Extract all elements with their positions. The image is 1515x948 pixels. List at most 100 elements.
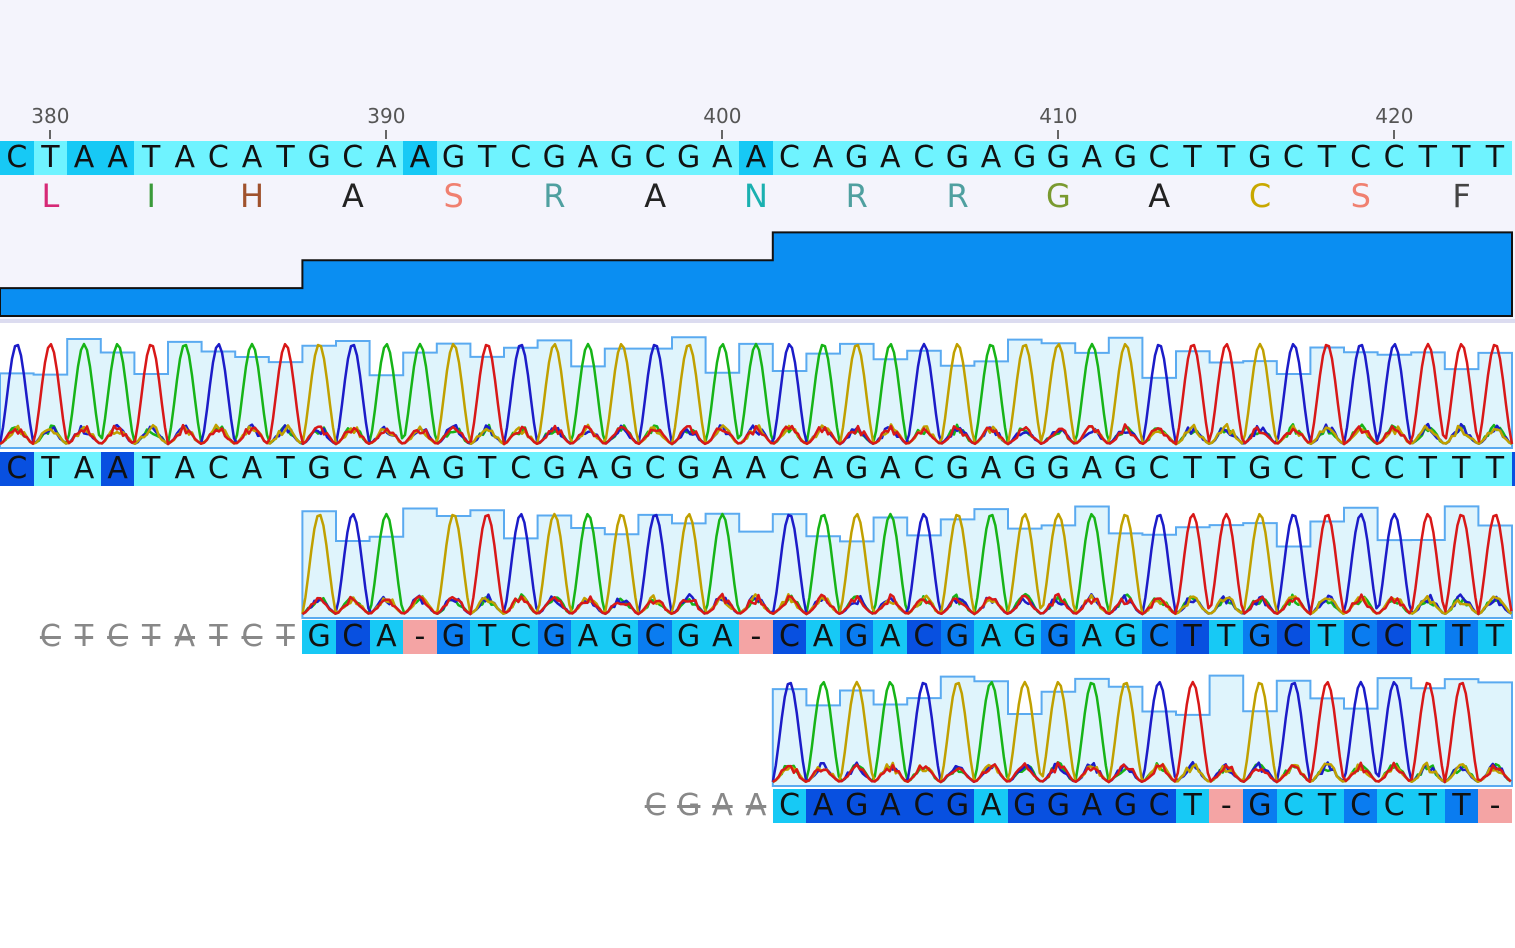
read-base[interactable]: T	[1209, 620, 1243, 654]
read-base[interactable]: A	[806, 620, 840, 654]
read-base[interactable]: G	[537, 620, 572, 654]
panel-divider[interactable]	[0, 319, 1515, 323]
trimmed-base[interactable]: T	[74, 619, 94, 654]
read-base[interactable]: T	[1411, 789, 1445, 823]
read-base[interactable]: C	[1377, 620, 1411, 654]
read-base[interactable]: G	[436, 620, 471, 654]
read-base[interactable]: A	[1075, 620, 1109, 654]
read-base[interactable]: A	[739, 452, 773, 486]
read-base[interactable]: G	[302, 620, 336, 654]
read-base[interactable]: C	[907, 620, 941, 654]
read-base[interactable]: T	[1444, 620, 1479, 654]
read-base[interactable]: A	[571, 452, 605, 486]
read-base[interactable]: G	[1041, 452, 1075, 486]
read-base[interactable]: T	[1444, 789, 1479, 823]
consensus-base[interactable]: C	[201, 141, 236, 175]
consensus-base[interactable]: C	[907, 141, 941, 175]
read-base[interactable]: G	[537, 452, 572, 486]
trimmed-base[interactable]: T	[209, 619, 228, 654]
read-base[interactable]: A	[974, 789, 1008, 823]
read-base[interactable]: C	[907, 452, 941, 486]
consensus-base[interactable]: C	[1142, 141, 1176, 175]
consensus-base[interactable]: A	[571, 141, 605, 175]
read-base[interactable]: A	[873, 452, 908, 486]
read-base[interactable]: C	[503, 620, 538, 654]
read-base[interactable]: C	[772, 620, 807, 654]
read-base[interactable]: G	[1108, 620, 1143, 654]
consensus-base[interactable]: G	[537, 141, 572, 175]
consensus-base[interactable]: C	[1377, 141, 1411, 175]
consensus-base[interactable]: T	[1478, 141, 1512, 175]
read-base[interactable]: A	[974, 620, 1008, 654]
read-base[interactable]: T	[470, 620, 504, 654]
read-base[interactable]: A	[67, 452, 101, 486]
read-base[interactable]: G	[1007, 789, 1042, 823]
read-base[interactable]: A	[403, 452, 437, 486]
consensus-base[interactable]: T	[268, 141, 303, 175]
consensus-base[interactable]: A	[403, 141, 437, 175]
read-base[interactable]: C	[1343, 452, 1378, 486]
consensus-base[interactable]: C	[1276, 141, 1311, 175]
consensus-base[interactable]: T	[470, 141, 504, 175]
read-base[interactable]: A	[235, 452, 269, 486]
consensus-base[interactable]: G	[839, 141, 874, 175]
read-base[interactable]: G	[839, 452, 874, 486]
consensus-base[interactable]: G	[1242, 141, 1277, 175]
consensus-base[interactable]: A	[873, 141, 908, 175]
read-base[interactable]: G	[940, 452, 975, 486]
read-base[interactable]: C	[1142, 789, 1176, 823]
trimmed-base[interactable]: T	[276, 619, 295, 654]
read-base[interactable]: C	[1276, 452, 1311, 486]
read-base[interactable]: G	[1242, 620, 1277, 654]
read-base[interactable]: T	[33, 452, 68, 486]
read-base[interactable]: G	[1108, 452, 1143, 486]
read-base[interactable]: T	[1310, 789, 1344, 823]
gap-base[interactable]: -	[403, 620, 437, 654]
read-base[interactable]: C	[335, 620, 370, 654]
read-base[interactable]: A	[167, 452, 202, 486]
trimmed-base[interactable]: C	[107, 619, 129, 654]
consensus-base[interactable]: G	[1108, 141, 1143, 175]
read-base[interactable]: C	[638, 452, 672, 486]
consensus-base[interactable]: T	[1175, 141, 1210, 175]
read-base[interactable]: G	[671, 452, 706, 486]
trimmed-base[interactable]: A	[745, 788, 767, 823]
read-base[interactable]: C	[1142, 452, 1176, 486]
read-base[interactable]: A	[806, 452, 840, 486]
read-base[interactable]: G	[1242, 452, 1277, 486]
read-base[interactable]: G	[1007, 452, 1042, 486]
trimmed-base[interactable]: G	[677, 788, 701, 823]
read-base[interactable]: A	[1075, 452, 1109, 486]
read-base[interactable]: C	[638, 620, 672, 654]
read-base[interactable]: G	[1243, 789, 1277, 823]
read-base[interactable]: C	[772, 452, 807, 486]
read-base[interactable]: C	[1142, 620, 1176, 654]
read-base[interactable]: T	[1410, 620, 1445, 654]
read-base[interactable]: G	[604, 620, 639, 654]
read-base[interactable]: A	[369, 620, 404, 654]
consensus-base[interactable]: T	[134, 141, 168, 175]
consensus-base[interactable]: A	[167, 141, 202, 175]
read-base[interactable]: C	[1276, 789, 1311, 823]
consensus-base[interactable]: A	[100, 141, 135, 175]
consensus-base[interactable]: G	[302, 141, 336, 175]
trimmed-base[interactable]: C	[39, 619, 61, 654]
read-base[interactable]: C	[1377, 789, 1412, 823]
consensus-base[interactable]: T	[1209, 141, 1243, 175]
read-base[interactable]: T	[1175, 789, 1210, 823]
read-base[interactable]: C	[1276, 620, 1311, 654]
read-base[interactable]: A	[705, 620, 740, 654]
consensus-base[interactable]: A	[1075, 141, 1109, 175]
read-base[interactable]: C	[0, 452, 34, 486]
trimmed-base[interactable]: C	[644, 788, 666, 823]
gap-base[interactable]: -	[1209, 789, 1244, 823]
read-base[interactable]: A	[571, 620, 605, 654]
trimmed-base[interactable]: A	[712, 788, 733, 823]
consensus-base[interactable]: G	[1041, 141, 1075, 175]
read-base[interactable]: A	[1075, 789, 1109, 823]
consensus-base[interactable]: C	[1343, 141, 1378, 175]
consensus-base[interactable]: C	[503, 141, 538, 175]
